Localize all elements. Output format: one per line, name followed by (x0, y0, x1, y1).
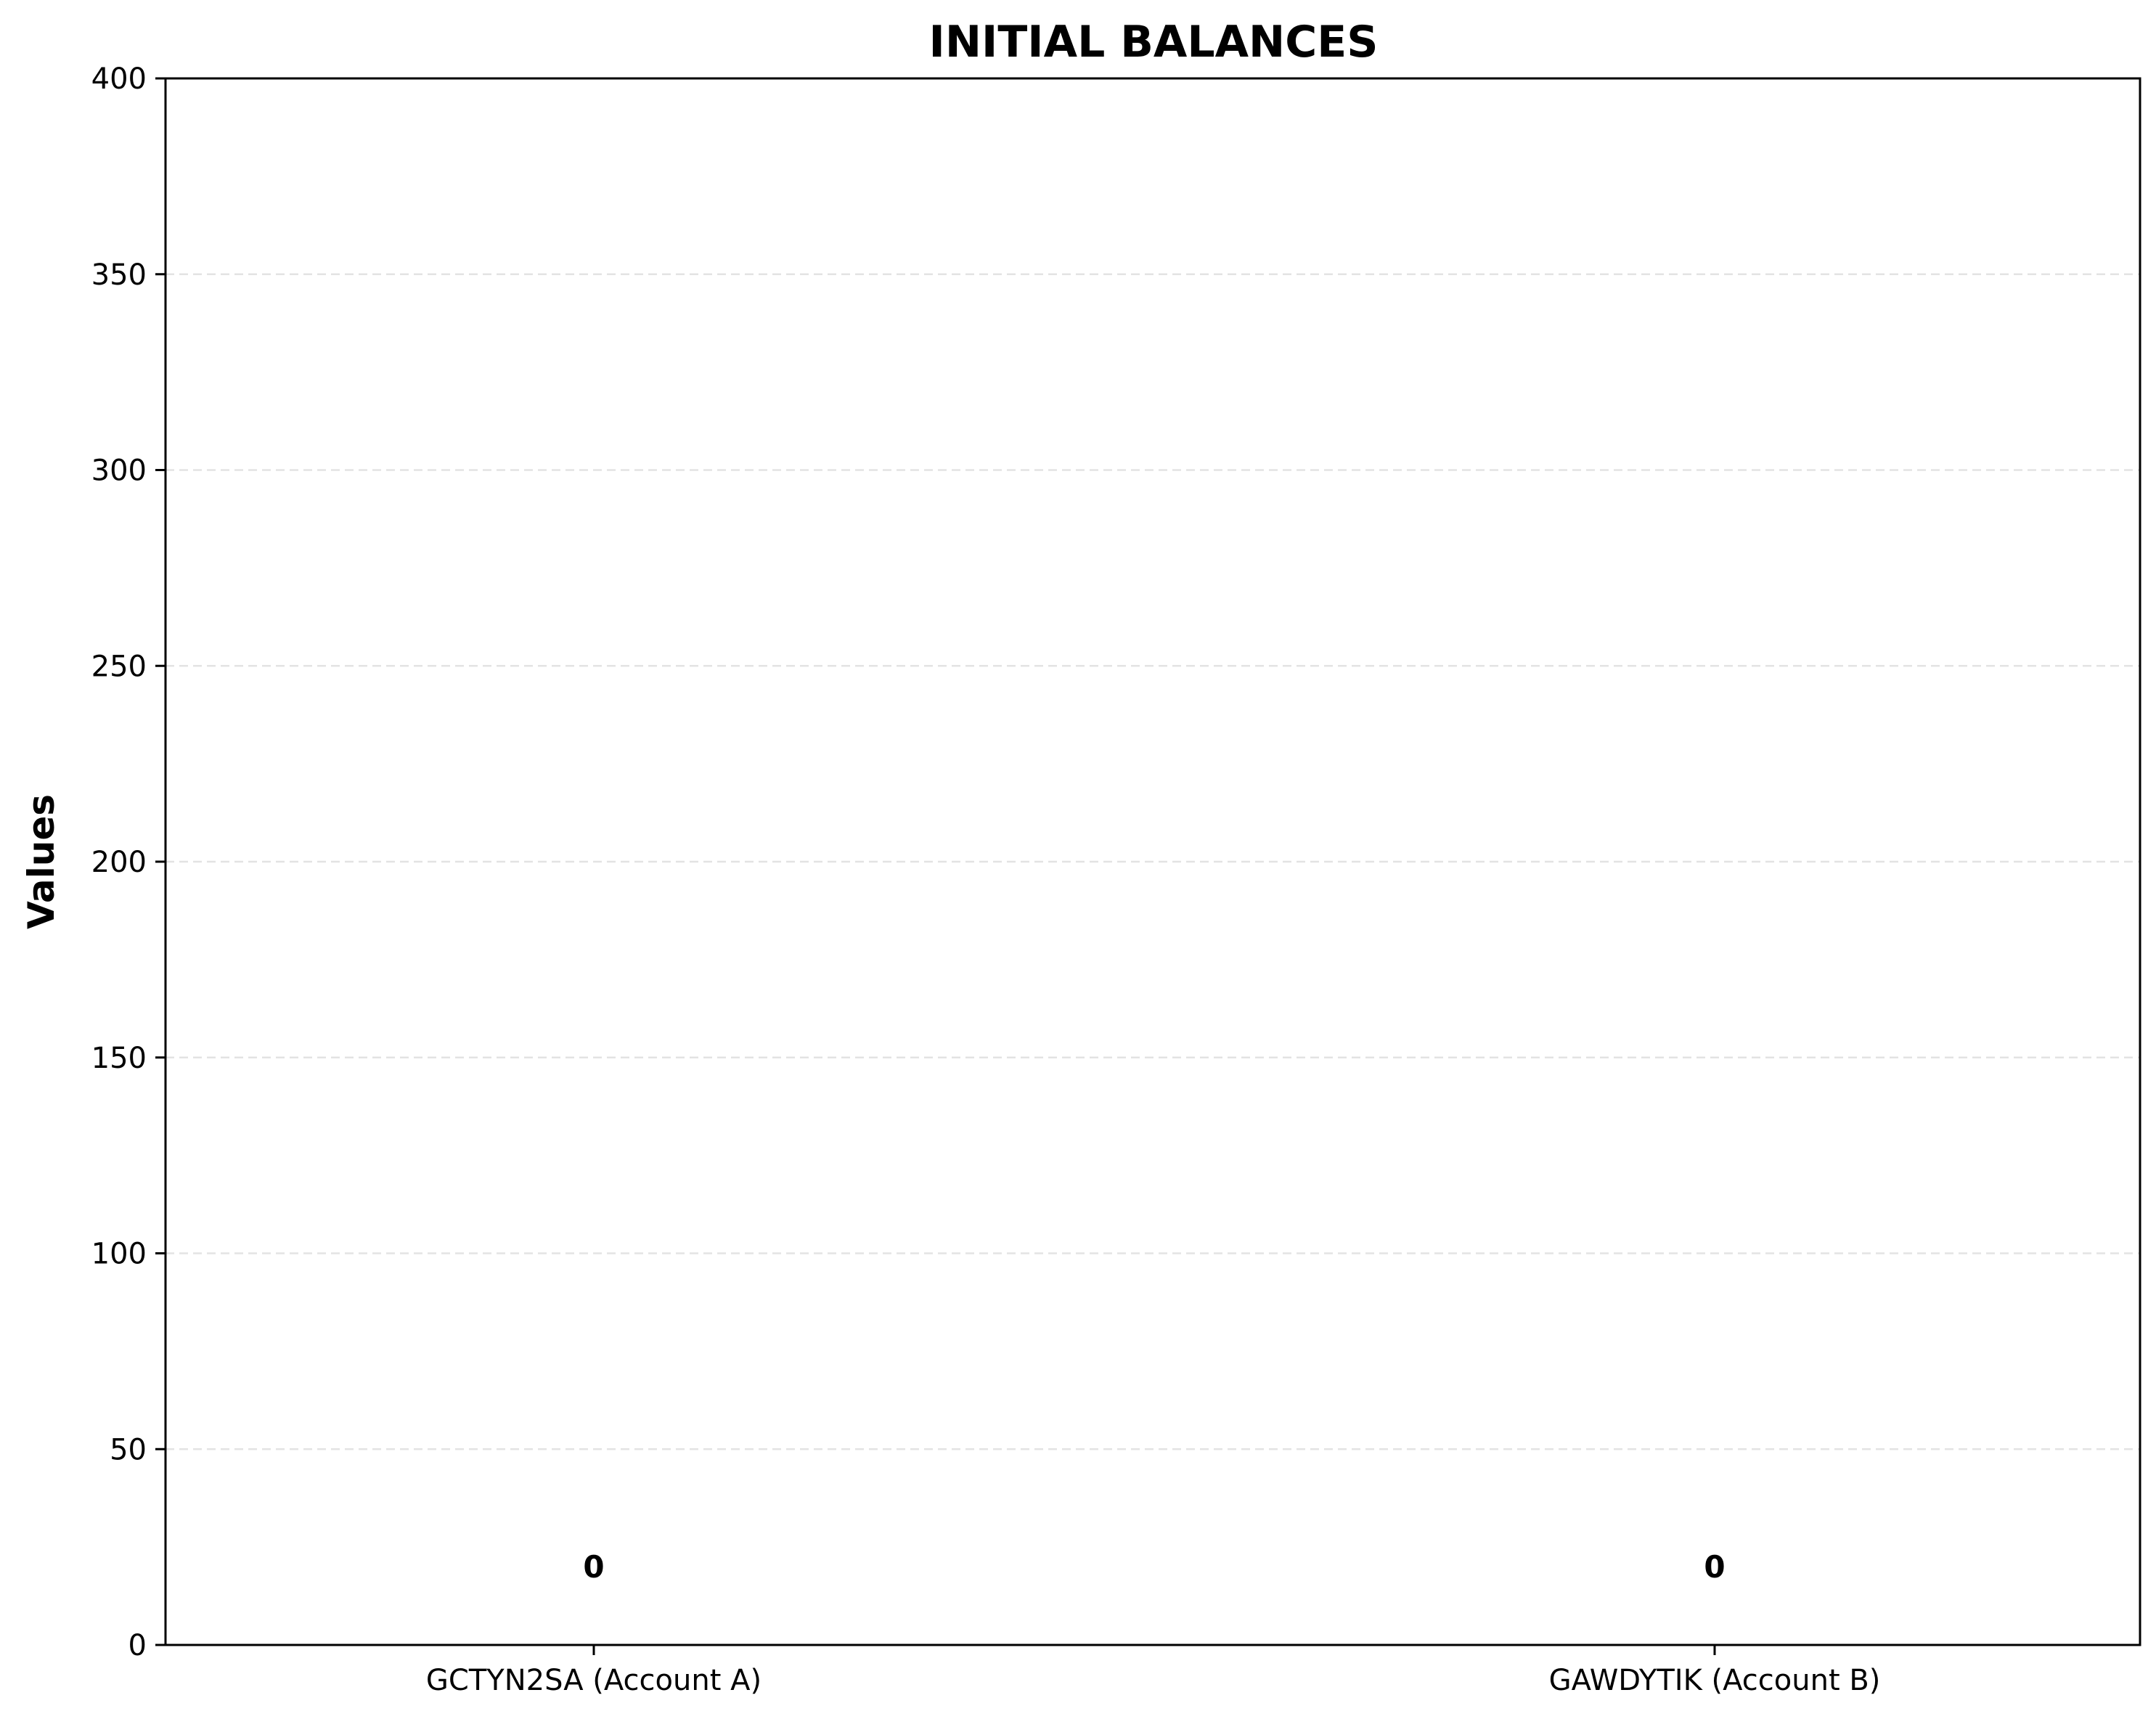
y-tick-label: 0 (128, 1629, 147, 1662)
y-tick-label: 300 (91, 454, 147, 488)
y-tick-label: 50 (110, 1433, 147, 1466)
data-label: 0 (1704, 1549, 1725, 1585)
y-tick-label: 400 (91, 62, 147, 96)
y-tick-label: 350 (91, 258, 147, 292)
data-label: 0 (583, 1549, 604, 1585)
y-gridlines (166, 273, 2140, 1450)
y-tick-label: 100 (91, 1238, 147, 1271)
x-axis-ticks: GCTYN2SA (Account A) GAWDYTIK (Account B) (426, 1645, 1881, 1697)
y-axis-label: Values (20, 794, 62, 929)
x-tick-label: GCTYN2SA (Account A) (426, 1664, 761, 1697)
chart-title: INITIAL BALANCES (929, 17, 1379, 68)
y-axis-ticks: 0 50 100 150 200 250 300 350 400 (91, 62, 166, 1662)
y-tick-label: 150 (91, 1042, 147, 1075)
x-tick-label: GAWDYTIK (Account B) (1549, 1664, 1881, 1697)
y-tick-label: 200 (91, 846, 147, 879)
y-tick-label: 250 (91, 650, 147, 683)
